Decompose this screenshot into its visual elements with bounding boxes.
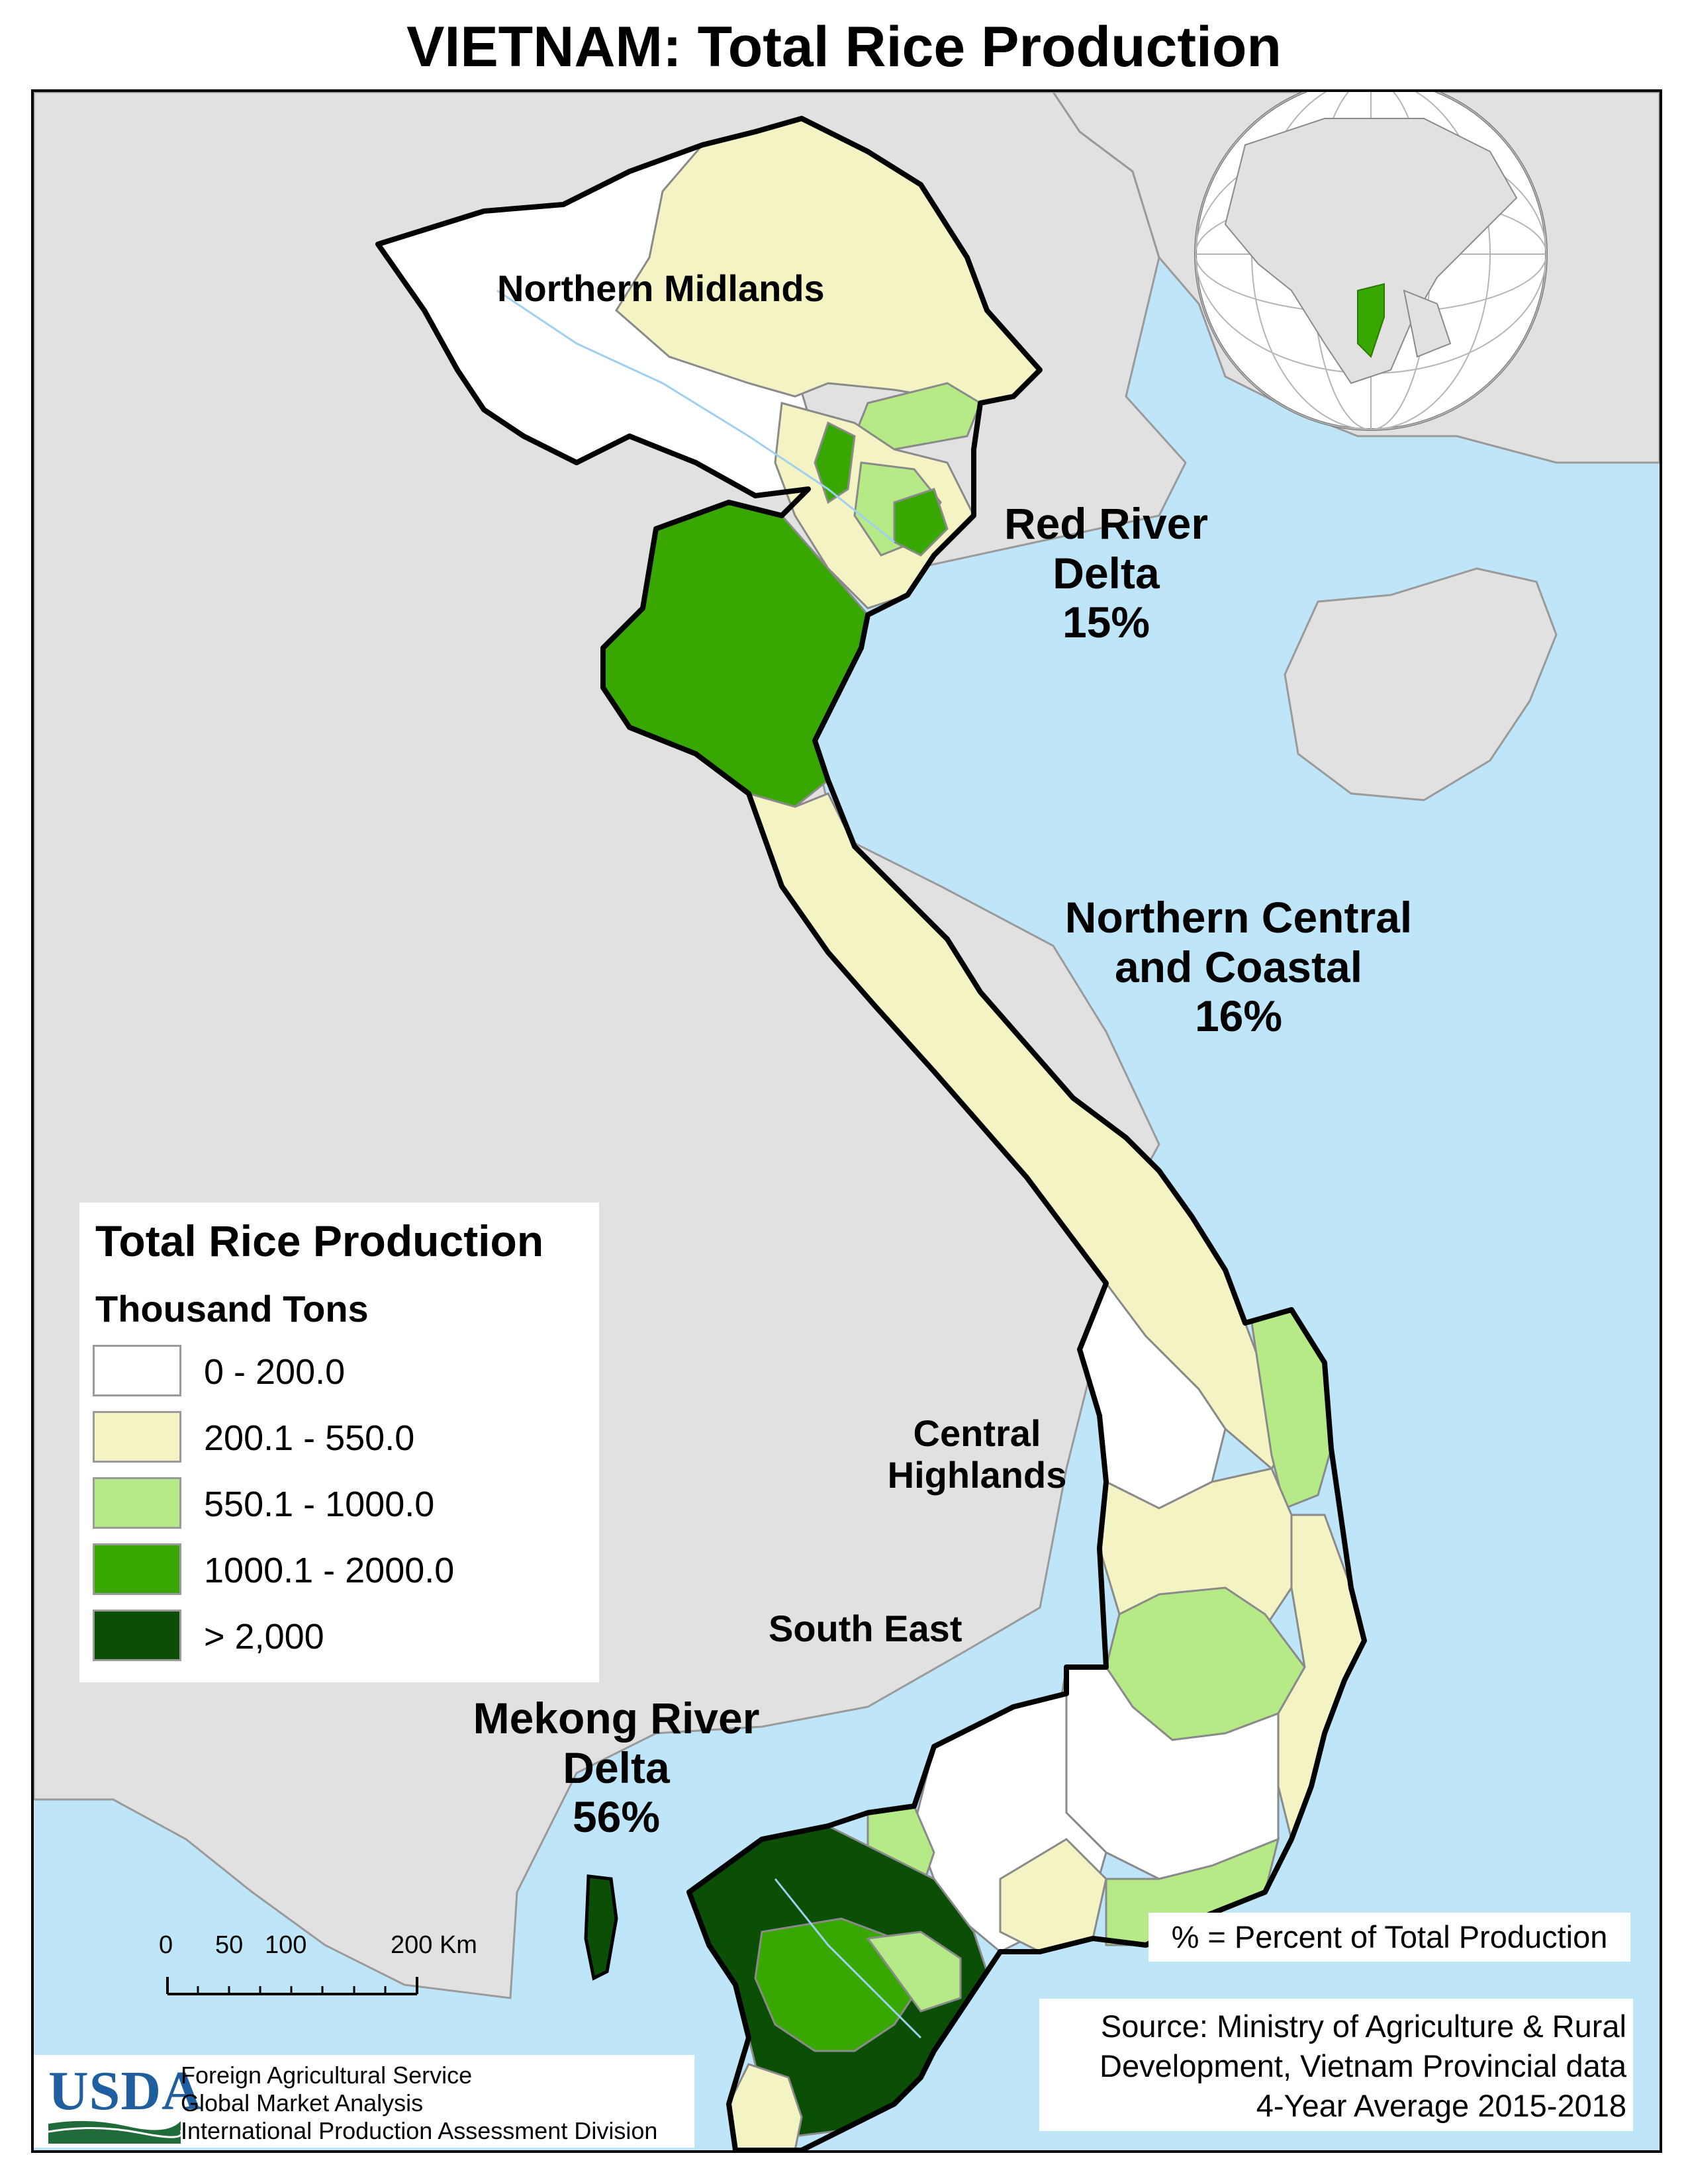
legend-swatch <box>93 1411 181 1463</box>
label-red-river-line2: Delta <box>1053 548 1160 598</box>
label-red-river-delta: Red River Delta 15% <box>974 499 1239 647</box>
label-central-highlands-line2: Highlands <box>887 1454 1067 1496</box>
source-line-2: Development, Vietnam Provincial data <box>1100 2048 1626 2083</box>
usda-line-3: International Production Assessment Divi… <box>181 2117 658 2144</box>
label-northern-midlands: Northern Midlands <box>497 267 825 309</box>
label-north-central-pct: 16% <box>1194 991 1283 1041</box>
legend-item: > 2,000 <box>93 1610 583 1665</box>
red-river <box>496 289 895 543</box>
label-red-river-pct: 15% <box>1062 598 1150 647</box>
usda-line-1: Foreign Agricultural Service <box>181 2062 473 2089</box>
map-frame: Northern Midlands Red River Delta 15% No… <box>31 89 1662 2153</box>
scale-bar-graphic <box>166 1977 418 1995</box>
locator-globe <box>1194 92 1548 431</box>
vietnam-border <box>375 116 1367 2150</box>
legend-swatch <box>93 1543 181 1595</box>
legend-item: 1000.1 - 2000.0 <box>93 1543 583 1599</box>
scale-bar: 0 50 100 200 Km <box>156 1931 513 2004</box>
scale-label-50: 50 <box>215 1931 244 1959</box>
usda-credits: USDA Foreign Agricultural Service Global… <box>34 2055 694 2148</box>
legend-label: 1000.1 - 2000.0 <box>204 1551 455 1590</box>
province-mekong-light <box>866 1931 962 2013</box>
legend-label: 550.1 - 1000.0 <box>204 1484 435 1524</box>
usda-line-2: Global Market Analysis <box>181 2089 424 2116</box>
legend-title: Total Rice Production <box>95 1216 544 1265</box>
usda-logo: USDA <box>48 2060 203 2122</box>
mekong-river <box>774 1878 922 2039</box>
label-mekong-line1: Mekong River <box>473 1694 760 1743</box>
label-mekong-line2: Delta <box>563 1743 670 1792</box>
label-north-central-line2: and Coastal <box>1114 942 1363 991</box>
label-north-central-coastal: Northern Central and Coastal 16% <box>1027 893 1450 1041</box>
legend-label: 200.1 - 550.0 <box>204 1418 415 1458</box>
scale-label-100: 100 <box>265 1931 307 1959</box>
usda-agency-lines: Foreign Agricultural Service Global Mark… <box>181 2062 657 2145</box>
label-south-east: South East <box>769 1608 962 1649</box>
label-central-highlands: Central Highlands <box>861 1412 1093 1496</box>
usda-logo-wave <box>48 2120 181 2144</box>
province-redriver-1000 <box>814 421 949 557</box>
phu-quoc-island <box>584 1874 618 1981</box>
scale-label-0: 0 <box>159 1931 173 1959</box>
percent-note: % = Percent of Total Production <box>1149 1913 1630 1962</box>
legend-item: 200.1 - 550.0 <box>93 1411 583 1467</box>
map-canvas <box>34 92 1660 2150</box>
map-title: VIETNAM: Total Rice Production <box>406 15 1282 79</box>
label-red-river-line1: Red River <box>1004 499 1209 548</box>
scale-label-200: 200 Km <box>391 1931 477 1959</box>
source-line-1: Source: Ministry of Agriculture & Rural <box>1100 2009 1626 2044</box>
source-line-3: 4-Year Average 2015-2018 <box>1256 2088 1626 2123</box>
legend-swatch <box>93 1477 181 1529</box>
legend-subtitle: Thousand Tons <box>95 1288 369 1330</box>
legend-swatch <box>93 1610 181 1661</box>
source-note: Source: Ministry of Agriculture & Rural … <box>1039 1999 1633 2131</box>
legend-item: 550.1 - 1000.0 <box>93 1477 583 1533</box>
legend-swatch <box>93 1345 181 1396</box>
label-central-highlands-line1: Central <box>913 1412 1041 1454</box>
label-mekong-river-delta: Mekong River Delta 56% <box>457 1694 775 1842</box>
legend-label: > 2,000 <box>204 1617 324 1657</box>
legend-label: 0 - 200.0 <box>204 1352 346 1392</box>
legend-item: 0 - 200.0 <box>93 1345 583 1400</box>
hainan-island <box>1284 567 1558 801</box>
label-mekong-pct: 56% <box>572 1792 661 1842</box>
legend: Total Rice Production Thousand Tons 0 - … <box>79 1203 599 1682</box>
label-north-central-line1: Northern Central <box>1064 893 1413 942</box>
